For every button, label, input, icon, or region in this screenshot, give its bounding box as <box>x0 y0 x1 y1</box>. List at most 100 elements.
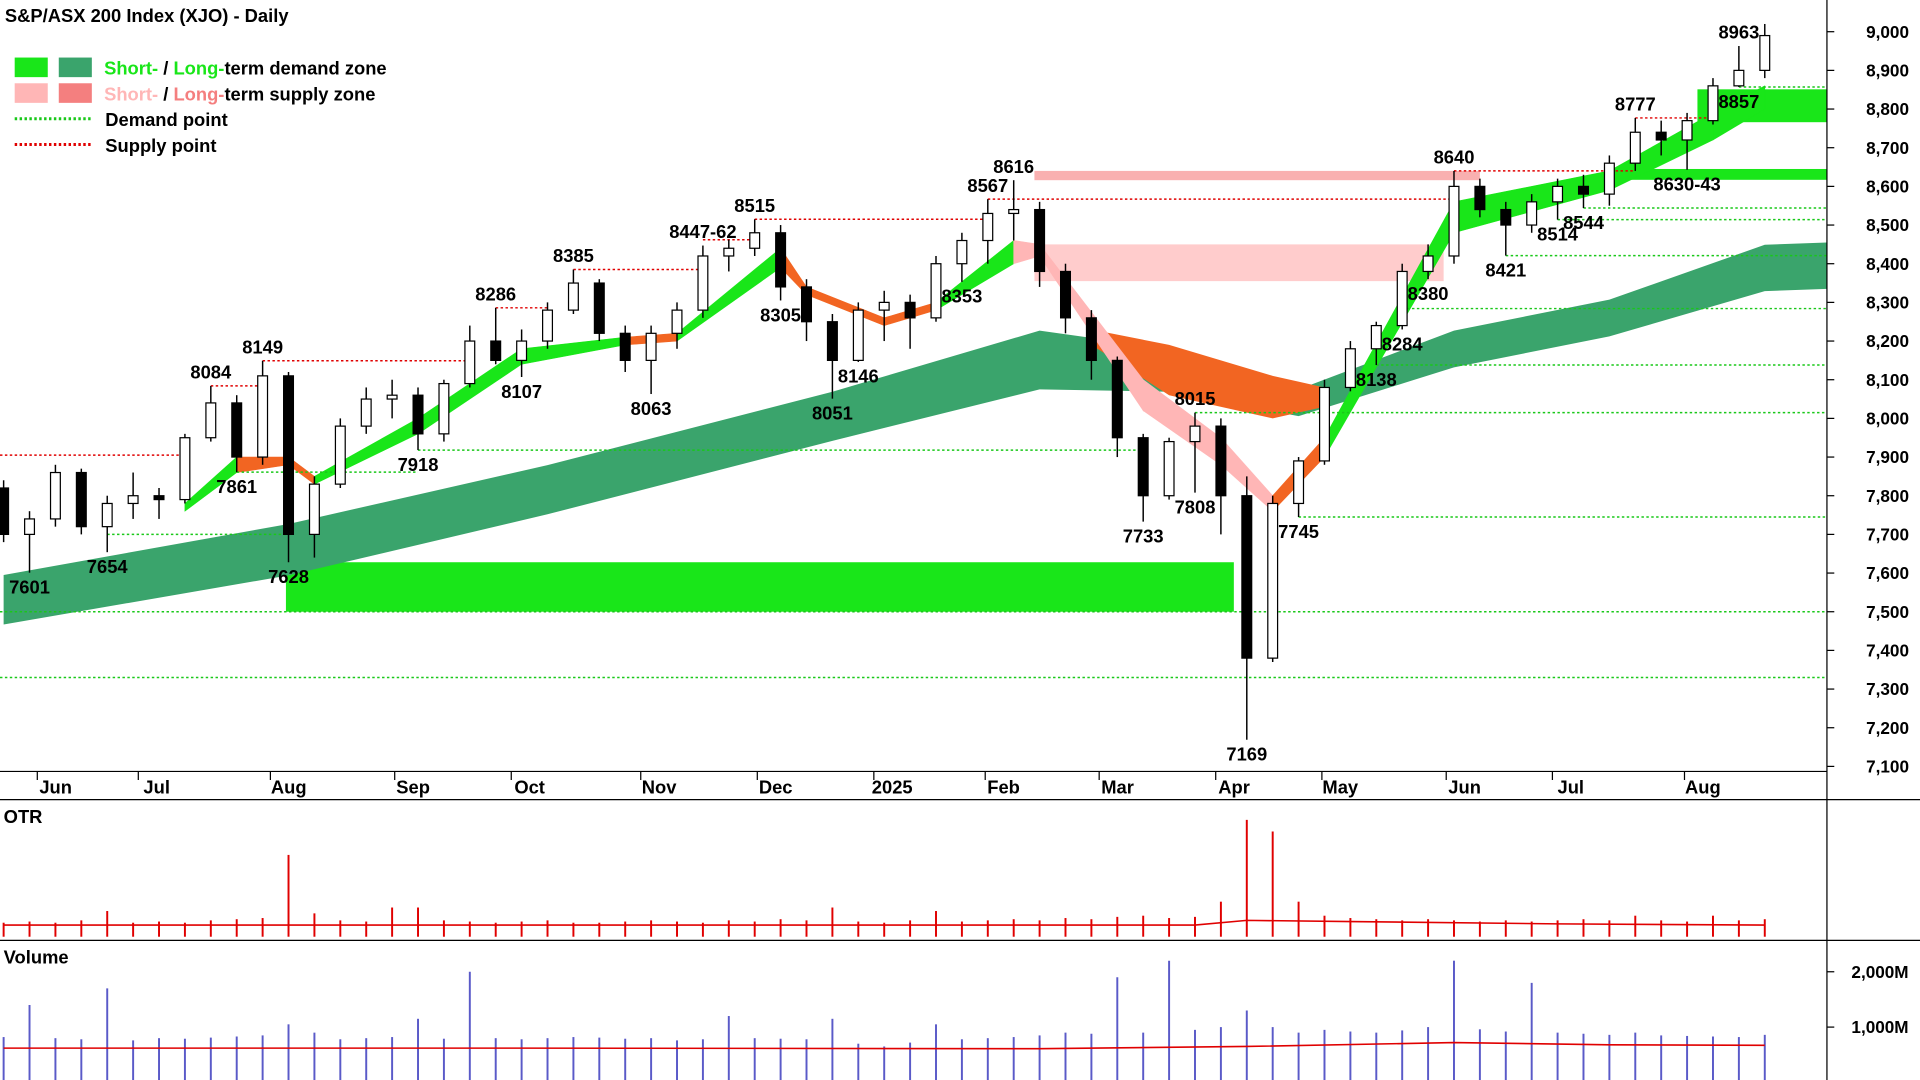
y-tick-label: 8,500 <box>1866 215 1909 235</box>
price-annotation: 7654 <box>87 556 129 577</box>
candle-body <box>205 402 217 439</box>
legend-text: / <box>158 58 173 79</box>
candle-body <box>1603 162 1615 195</box>
candle-body <box>412 394 424 435</box>
price-annotation: 7808 <box>1175 496 1216 517</box>
y-tick-label: 7,300 <box>1866 679 1909 699</box>
legend-text: Long- <box>173 83 224 104</box>
candle-body <box>1707 85 1719 122</box>
price-annotation: 8015 <box>1175 388 1216 409</box>
legend-swatch <box>14 83 48 103</box>
price-annotation: 8544 <box>1563 212 1605 233</box>
y-tick-label: 9,000 <box>1866 22 1909 42</box>
price-annotation: 8640 <box>1434 147 1475 168</box>
candle-body <box>982 212 994 242</box>
price-annotation: 8305 <box>760 304 801 325</box>
candle-body <box>438 382 450 435</box>
candle-body <box>1500 208 1512 226</box>
legend-text: Long- <box>173 58 224 79</box>
legend-label: Demand point <box>105 109 227 130</box>
candle-body <box>1577 185 1589 195</box>
price-annotation: 8149 <box>242 336 283 357</box>
chart-title: S&P/ASX 200 Index (XJO) - Daily <box>5 5 289 26</box>
average-line <box>3 1041 1765 1050</box>
price-annotation: 7918 <box>398 454 439 475</box>
candle-body <box>1034 208 1046 273</box>
price-annotation: 8616 <box>993 156 1034 177</box>
candle-body <box>542 309 554 342</box>
x-tick-label: Aug <box>271 776 307 797</box>
legend-label: Supply point <box>105 135 216 156</box>
candle-body <box>24 518 36 536</box>
y-tick-label: 8,100 <box>1866 370 1909 390</box>
candle-body <box>1059 270 1072 319</box>
x-tick-label: Jun <box>1448 776 1481 797</box>
price-annotation: 8515 <box>734 195 775 216</box>
price-annotation: 8567 <box>967 175 1008 196</box>
candle-body <box>49 471 61 520</box>
candle-body <box>1215 425 1227 497</box>
candle-body <box>800 286 813 323</box>
candle-body <box>878 301 890 311</box>
candle-body <box>749 232 761 249</box>
candle-body <box>671 309 683 334</box>
y-tick-label: 8,900 <box>1866 60 1909 80</box>
price-annotation: 8107 <box>501 381 542 402</box>
x-tick-label: May <box>1322 776 1359 797</box>
candle-body <box>1241 495 1253 659</box>
price-annotation: 8514 <box>1537 223 1579 244</box>
candle-body <box>1526 201 1538 226</box>
candle-body <box>1137 437 1149 497</box>
candle-body <box>1448 185 1460 257</box>
candle-body <box>1267 502 1279 659</box>
price-annotation: 7861 <box>216 476 257 497</box>
y-tick-label: 7,600 <box>1866 563 1909 583</box>
x-tick-label: Jun <box>39 776 72 797</box>
candle-body <box>1474 185 1486 211</box>
price-annotation: 8084 <box>190 362 232 383</box>
y-tick-label: 7,800 <box>1866 486 1909 506</box>
candle-body <box>1759 34 1771 71</box>
x-tick-label: Aug <box>1685 776 1721 797</box>
zone <box>1034 244 1444 282</box>
candle-body <box>101 502 113 528</box>
x-tick-label: 2025 <box>872 776 913 797</box>
candle-body <box>1008 208 1020 215</box>
price-annotation: 8857 <box>1718 91 1759 112</box>
x-tick-label: Nov <box>642 776 677 797</box>
x-tick-label: Jul <box>143 776 170 797</box>
candle-body <box>1318 386 1331 462</box>
candle-body <box>1189 425 1201 443</box>
price-annotation: 8380 <box>1408 283 1449 304</box>
candle-body <box>75 471 87 528</box>
candle-body <box>1111 359 1123 439</box>
candle-body <box>1655 131 1667 141</box>
price-annotation: 8353 <box>941 286 982 307</box>
price-annotation: 8963 <box>1718 22 1759 43</box>
price-annotation: 8284 <box>1382 333 1424 354</box>
zone <box>285 562 1234 612</box>
candle-body <box>334 425 346 485</box>
zone <box>1624 168 1827 180</box>
y-tick-label: 8,700 <box>1866 138 1909 158</box>
candle-body <box>619 332 631 361</box>
candle-body <box>308 483 320 536</box>
candle-body <box>930 263 942 319</box>
price-annotation: 7601 <box>9 576 50 597</box>
candle-body <box>1552 185 1564 203</box>
x-tick-label: Dec <box>759 776 793 797</box>
candle-body <box>956 239 968 265</box>
plot-layer: 7,100 7,200 7,300 7,400 7,500 7,600 7,700 7,800… <box>0 22 1909 1080</box>
candle-body <box>1629 131 1641 164</box>
candle-body <box>490 340 502 361</box>
candle-body <box>697 255 709 311</box>
y-tick-label: 8,200 <box>1866 331 1909 351</box>
y-tick-label: 7,400 <box>1866 641 1909 661</box>
x-tick-label: Oct <box>514 776 545 797</box>
price-annotation: 8447-62 <box>669 221 736 242</box>
legend-swatch <box>14 57 48 78</box>
candle-body <box>1681 120 1693 141</box>
candle-body <box>852 309 864 361</box>
zone <box>1034 170 1480 181</box>
candle-body <box>360 398 372 427</box>
